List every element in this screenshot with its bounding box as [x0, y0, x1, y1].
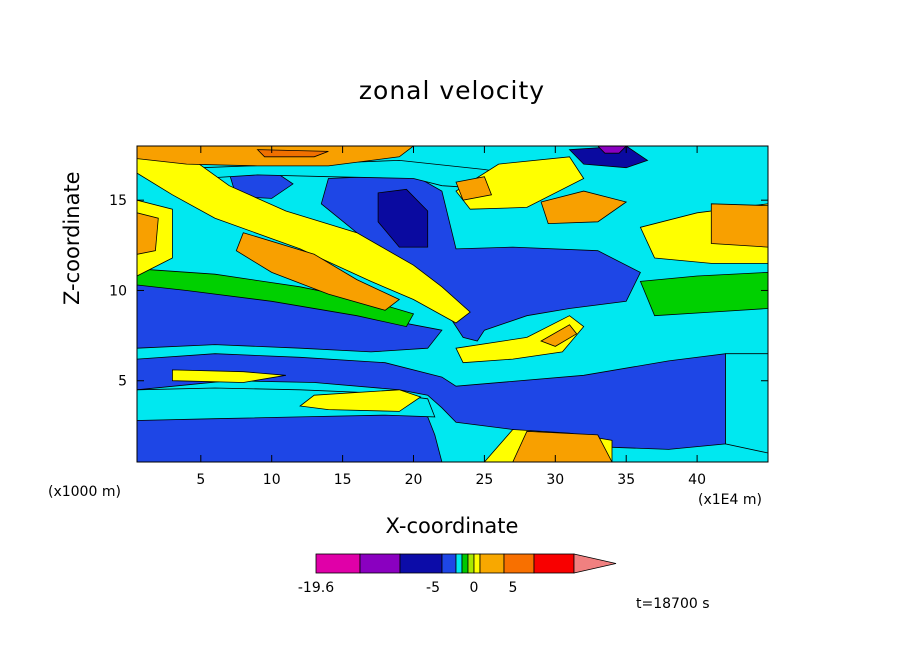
colorbar-swatch: [473, 553, 481, 574]
colorbar-swatch: [503, 553, 535, 574]
contour-region-orange: [455, 176, 493, 201]
contour-region-orange: [540, 190, 628, 225]
colorbar-swatch: [455, 553, 463, 574]
x-tick-label: 25: [475, 472, 493, 488]
x-axis-label: X-coordinate: [385, 514, 519, 538]
contour-region-yellow: [137, 146, 471, 324]
axis-ticks: 5 10 15 20 25 30 35 40 5 10 15: [109, 146, 768, 488]
colorbar-swatch: [533, 553, 575, 574]
colorbar-swatch: [441, 553, 457, 574]
colorbar-swatch: [315, 553, 361, 574]
contour-region-orange: [235, 232, 401, 311]
plot-area: [137, 146, 768, 462]
x-tick-label: 10: [263, 472, 281, 488]
x-tick-label: 15: [334, 472, 352, 488]
contour-region-orange: [540, 324, 578, 347]
x-tick-label: 30: [546, 472, 564, 488]
colorbar-arrow: [573, 553, 617, 574]
contour-region-yellow: [455, 315, 585, 364]
colorbar-label: 5: [509, 580, 518, 596]
colorbar-swatch: [479, 553, 505, 574]
y-tick-label: 5: [118, 374, 127, 390]
colorbar-swatch: [461, 553, 469, 574]
contour-region-yellow: [171, 369, 286, 383]
x-axis-scale-note: (x1E4 m): [698, 492, 762, 508]
colorbar: -19.6 -5 0 5: [298, 553, 617, 596]
contour-region-orange: [512, 430, 613, 462]
colorbar-swatch: [399, 553, 443, 574]
contour-region-yellow: [455, 156, 585, 210]
contour-region-orange: [710, 203, 768, 248]
contour-region-purple: [597, 146, 627, 154]
x-tick-label: 40: [688, 472, 706, 488]
x-tick-label: 35: [617, 472, 635, 488]
contour-region-orange: [137, 212, 159, 255]
contour-region-cyan: [725, 353, 768, 454]
x-tick-label: 20: [405, 472, 423, 488]
colorbar-swatch: [359, 553, 401, 574]
contour-region-blue: [137, 353, 726, 450]
contour-region-dark_orange: [256, 149, 329, 158]
x-axis-unit: (x1000 m): [48, 484, 121, 500]
chart-title: zonal velocity: [358, 76, 546, 105]
contour-region-green: [137, 268, 415, 328]
colorbar-swatch: [467, 553, 475, 574]
y-axis-label: Z-coordinate: [60, 171, 84, 305]
colorbar-label: -19.6: [298, 580, 334, 596]
y-tick-label: 15: [109, 193, 127, 209]
time-label: t=18700 s: [636, 596, 710, 612]
contour-region-green: [639, 271, 768, 317]
contour-region-deep_blue: [377, 188, 429, 248]
x-tick-label: 5: [196, 472, 205, 488]
plot-frame: [136, 145, 769, 463]
contour-region-yellow: [299, 389, 422, 412]
y-tick-label: 10: [109, 283, 127, 299]
colorbar-label: -5: [426, 580, 440, 596]
colorbar-label: 0: [470, 580, 479, 596]
